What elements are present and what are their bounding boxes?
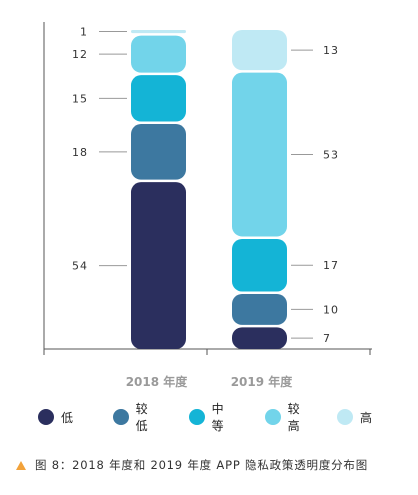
legend-label: 较高 bbox=[287, 402, 300, 433]
x-tick-label-1: 2019 年度 bbox=[231, 374, 294, 389]
legend-swatch bbox=[38, 409, 54, 425]
bar-segment-1-3 bbox=[232, 72, 287, 237]
bar-segment-0-2 bbox=[131, 75, 186, 122]
bar-segment-1-2 bbox=[232, 238, 287, 292]
bar-segment-0-0 bbox=[131, 182, 186, 349]
bar-segment-1-1 bbox=[232, 293, 287, 325]
bar-segment-1-4 bbox=[232, 30, 287, 71]
legend-item-4: 高 bbox=[336, 409, 372, 426]
bar-segment-0-1 bbox=[131, 124, 186, 180]
data-label-0-0: 54 bbox=[72, 260, 88, 273]
data-label-1-4: 13 bbox=[323, 44, 339, 57]
figure-caption: 图 8：2018 年度和 2019 年度 APP 隐私政策透明度分布图 bbox=[16, 455, 416, 475]
legend-item-0: 低 bbox=[38, 409, 73, 426]
bar-segment-0-3 bbox=[131, 35, 186, 73]
data-label-0-4: 1 bbox=[80, 26, 88, 39]
legend-item-2: 中等 bbox=[189, 400, 235, 434]
caption-text: 图 8：2018 年度和 2019 年度 APP 隐私政策透明度分布图 bbox=[35, 458, 369, 472]
legend-swatch bbox=[189, 409, 205, 425]
legend-label: 较低 bbox=[135, 402, 148, 433]
data-label-1-0: 7 bbox=[323, 332, 331, 345]
data-label-1-1: 10 bbox=[323, 303, 339, 316]
data-label-0-1: 18 bbox=[72, 146, 88, 159]
data-label-1-2: 17 bbox=[323, 259, 339, 272]
legend-swatch bbox=[336, 409, 353, 425]
legend-swatch bbox=[264, 409, 281, 425]
data-label-0-3: 12 bbox=[72, 48, 88, 61]
bar-segment-1-0 bbox=[232, 327, 287, 349]
legend-item-1: 较低 bbox=[113, 400, 159, 434]
chart-legend: 低 较低 中等 较高 高 bbox=[38, 402, 398, 433]
x-tick-label-0: 2018 年度 bbox=[126, 374, 189, 389]
bar-segment-0-4 bbox=[131, 30, 186, 34]
legend-label: 中等 bbox=[211, 402, 224, 433]
triangle-icon bbox=[16, 460, 26, 470]
data-label-1-3: 53 bbox=[323, 149, 339, 162]
legend-item-3: 较高 bbox=[264, 400, 311, 434]
data-label-0-2: 15 bbox=[72, 92, 88, 105]
legend-swatch bbox=[113, 409, 129, 425]
legend-label: 低 bbox=[61, 410, 74, 425]
legend-label: 高 bbox=[359, 410, 372, 425]
